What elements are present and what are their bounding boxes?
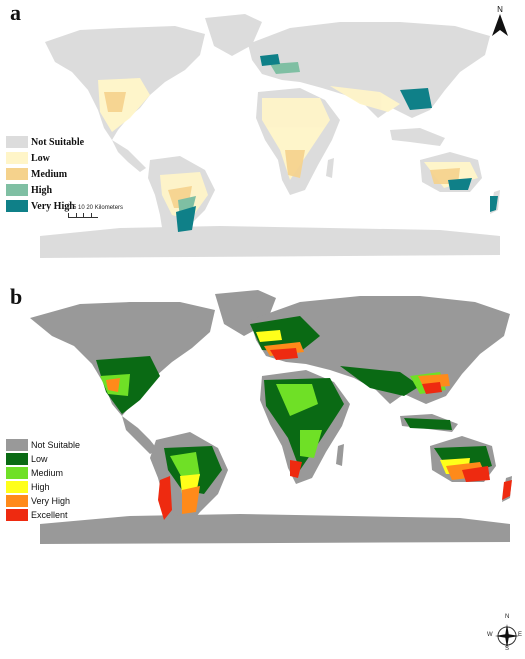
central-america-landmass xyxy=(122,416,158,454)
legend-panel-a: Not Suitable Low Medium High Very High xyxy=(6,134,84,214)
map-panel-a: a N Not Suitable Low Medium High Very Hi… xyxy=(0,0,525,270)
north-arrow: N xyxy=(488,4,512,43)
legend-item: Low xyxy=(6,150,84,166)
scale-bar: 0 5 10 20 Kilometers xyxy=(68,205,123,218)
legend-swatch xyxy=(6,509,28,521)
compass-east-letter: E xyxy=(518,632,523,638)
madagascar-landmass xyxy=(336,444,344,466)
legend-item: Not Suitable xyxy=(6,134,84,150)
antarctica-landmass xyxy=(40,226,500,258)
legend-item: Low xyxy=(6,452,80,466)
legend-swatch xyxy=(6,136,28,148)
legend-label: Excellent xyxy=(31,510,68,520)
legend-swatch xyxy=(6,495,28,507)
legend-label: Very High xyxy=(31,200,75,212)
legend-panel-b: Not Suitable Low Medium High Very High E… xyxy=(6,438,80,522)
compass-south-letter: S xyxy=(505,646,510,652)
legend-swatch xyxy=(6,467,28,479)
legend-swatch xyxy=(6,152,28,164)
world-map-b xyxy=(30,290,512,544)
panel-label-a: a xyxy=(10,0,21,25)
southeast-asia-islands xyxy=(390,128,445,146)
legend-item: Not Suitable xyxy=(6,438,80,452)
legend-item: Medium xyxy=(6,166,84,182)
scale-bar-ticks xyxy=(68,213,98,218)
legend-swatch xyxy=(6,168,28,180)
legend-label: High xyxy=(31,482,50,492)
legend-label: Not Suitable xyxy=(31,136,85,148)
legend-label: Medium xyxy=(31,168,68,180)
north-arrow-letter: N xyxy=(497,5,503,14)
antarctica-landmass xyxy=(40,514,510,544)
legend-item: Medium xyxy=(6,466,80,480)
legend-swatch xyxy=(6,481,28,493)
scale-bar-label: 0 5 10 20 Kilometers xyxy=(68,205,124,211)
legend-label: Low xyxy=(31,454,48,464)
eurasia-landmass xyxy=(248,22,490,118)
madagascar-landmass xyxy=(326,158,334,178)
central-america-landmass xyxy=(112,140,146,172)
legend-swatch xyxy=(6,200,28,212)
legend-label: Not Suitable xyxy=(31,440,81,450)
world-map-a xyxy=(40,14,500,258)
legend-item: Excellent xyxy=(6,508,80,522)
legend-swatch xyxy=(6,453,28,465)
legend-label: High xyxy=(31,184,53,196)
legend-item: High xyxy=(6,480,80,494)
compass-rose: N S E W xyxy=(487,614,523,659)
legend-swatch xyxy=(6,184,28,196)
panel-label-b: b xyxy=(10,284,23,309)
north-arrow-icon: N xyxy=(492,5,508,36)
legend-item: Very High xyxy=(6,198,84,214)
legend-label: Very High xyxy=(31,496,71,506)
map-panel-b: b N S E W Not Suitable Low Medium High xyxy=(0,280,525,652)
legend-swatch xyxy=(6,439,28,451)
greenland-landmass xyxy=(205,14,262,56)
legend-label: Medium xyxy=(31,468,64,478)
legend-item: Very High xyxy=(6,494,80,508)
compass-west-letter: W xyxy=(487,632,493,638)
legend-item: High xyxy=(6,182,84,198)
compass-north-letter: N xyxy=(505,614,510,620)
legend-label: Low xyxy=(31,152,50,164)
